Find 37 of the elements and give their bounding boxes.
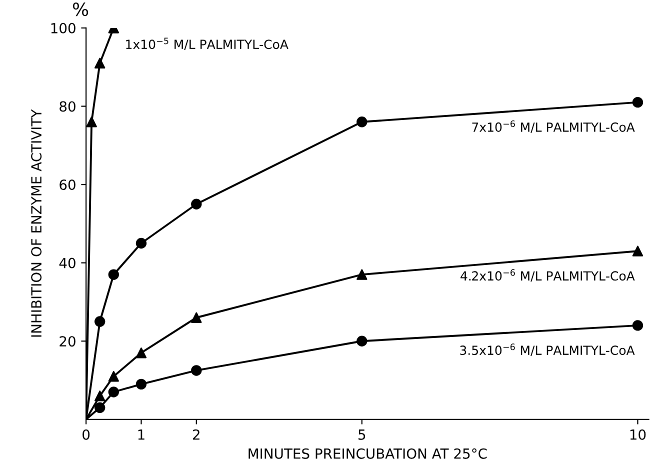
point bbox=[356, 269, 368, 280]
x-tick-label: 2 bbox=[192, 429, 200, 440]
series-label: 4.2x10$^{−6}$ M/L PALMITYL-CoA bbox=[460, 269, 635, 282]
point bbox=[191, 312, 202, 323]
x-axis-title: MINUTES PREINCUBATION AT 25°C bbox=[248, 448, 487, 459]
point bbox=[136, 378, 147, 390]
point bbox=[94, 58, 106, 69]
point bbox=[191, 365, 202, 376]
series-label: 1x10$^{−5}$ M/L PALMITYL-CoA bbox=[126, 38, 288, 50]
point bbox=[632, 96, 644, 108]
series-label: 3.5x10$^{−6}$ M/L PALMITYL-CoA bbox=[460, 344, 635, 356]
y-tick-label: 20 bbox=[60, 336, 76, 347]
y-axis-title: INHIBITION OF ENZYME ACTIVITY bbox=[31, 109, 42, 337]
text: % bbox=[72, 2, 88, 16]
point bbox=[108, 386, 119, 398]
y-tick-label: 40 bbox=[59, 258, 76, 268]
point bbox=[356, 116, 368, 128]
x-tick-label: 0 bbox=[82, 429, 90, 440]
point bbox=[94, 390, 106, 402]
point bbox=[356, 336, 368, 346]
x-tick-label: 5 bbox=[358, 430, 366, 440]
point bbox=[108, 269, 119, 280]
y-tick-label: 80 bbox=[60, 101, 76, 112]
x-tick-label: 1 bbox=[138, 430, 144, 440]
point bbox=[191, 198, 202, 210]
point bbox=[94, 316, 106, 327]
point bbox=[108, 370, 119, 382]
point bbox=[136, 238, 147, 249]
point bbox=[86, 116, 97, 128]
point bbox=[632, 246, 644, 256]
point bbox=[94, 402, 106, 414]
point bbox=[632, 320, 644, 331]
x-tick-label: 10 bbox=[630, 429, 646, 440]
point bbox=[136, 348, 147, 358]
y-tick-label: 100 bbox=[51, 22, 76, 34]
y-tick-label: 60 bbox=[60, 180, 76, 190]
series-label: 7x10$^{−6}$ M/L PALMITYL-CoA bbox=[472, 120, 635, 133]
